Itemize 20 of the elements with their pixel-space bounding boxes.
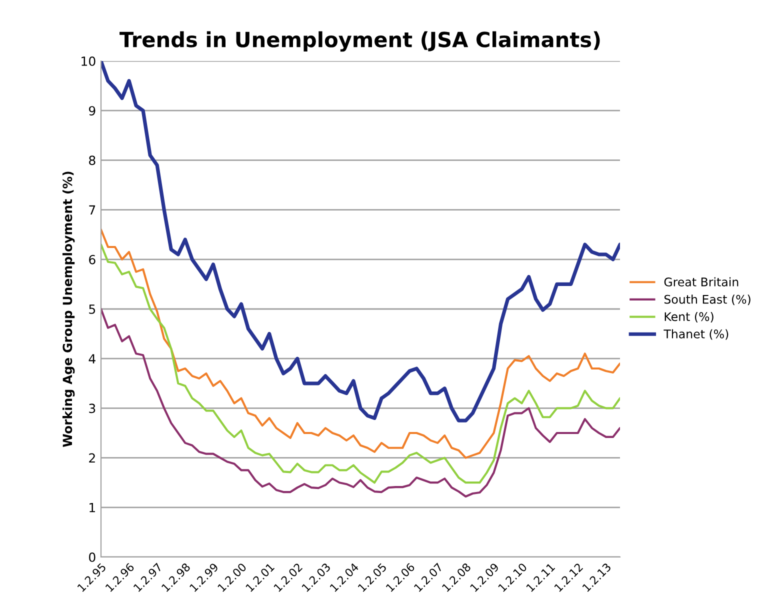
y-tick-label: 3: [89, 404, 96, 414]
y-tick-label: 5: [89, 304, 96, 314]
y-tick-label: 6: [89, 254, 96, 264]
y-tick-label: 2: [89, 453, 95, 463]
line-series: [101, 308, 620, 498]
line-series: [101, 228, 620, 459]
line-series: [101, 243, 620, 484]
y-tick-label: 0: [89, 552, 96, 562]
y-tick-label: 1: [90, 503, 95, 512]
y-tick-label: 9: [88, 106, 96, 116]
legend-label: South East (%): [664, 294, 750, 306]
legend-label: Great Britain: [664, 277, 738, 286]
legend-label: Kent (%): [664, 312, 714, 322]
chart-title: Trends in Unemployment (JSA Claimants): [120, 31, 600, 52]
y-tick-label: 7: [89, 205, 96, 215]
y-tick-label: 10: [82, 56, 96, 66]
y-axis-title: Working Age Group Unemployment (%): [62, 172, 75, 447]
y-tick-label: 4: [88, 354, 96, 364]
y-tick-label: 8: [89, 156, 96, 166]
legend-label: Thanet (%): [664, 329, 728, 340]
